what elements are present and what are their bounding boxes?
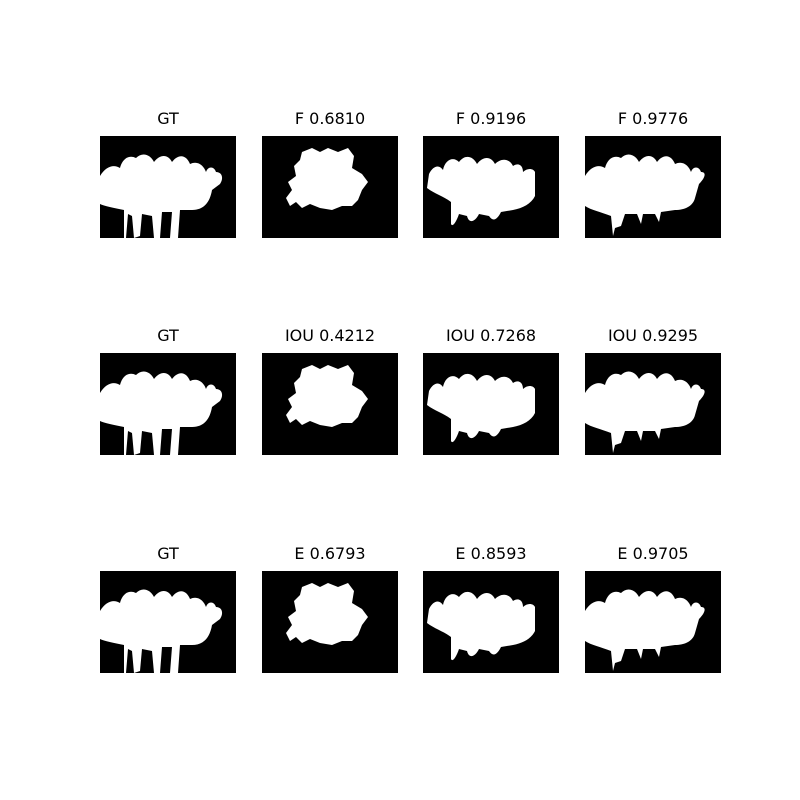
mask-silhouette [427,156,535,226]
mask-silhouette [585,154,705,236]
panel-title: IOU 0.7268 [445,326,537,345]
prediction-mask [262,136,398,238]
prediction-mask [585,353,721,455]
mask-silhouette [286,583,368,645]
panel-title: E 0.8593 [455,544,527,563]
mask-silhouette [286,148,368,210]
panel-title: GT [157,544,179,563]
prediction-mask [423,136,559,238]
mask-silhouette [100,371,223,455]
panel-title: GT [157,326,179,345]
panel-title: F 0.9776 [617,109,689,128]
prediction-mask [262,571,398,673]
panel-title: IOU 0.4212 [284,326,376,345]
prediction-mask [262,353,398,455]
panel-title: GT [157,109,179,128]
mask-silhouette [100,154,223,238]
panel-title: F 0.6810 [294,109,366,128]
ground-truth-mask [100,571,236,673]
prediction-mask [423,353,559,455]
panel-title: E 0.9705 [617,544,689,563]
panel-title: F 0.9196 [455,109,527,128]
mask-silhouette [286,365,368,427]
panel-title: E 0.6793 [294,544,366,563]
mask-silhouette [585,371,705,453]
prediction-mask [585,136,721,238]
panel-title: IOU 0.9295 [607,326,699,345]
prediction-mask [585,571,721,673]
prediction-mask [423,571,559,673]
mask-silhouette [427,591,535,661]
mask-silhouette [427,373,535,443]
mask-silhouette [585,589,705,671]
ground-truth-mask [100,353,236,455]
mask-silhouette [100,589,223,673]
ground-truth-mask [100,136,236,238]
